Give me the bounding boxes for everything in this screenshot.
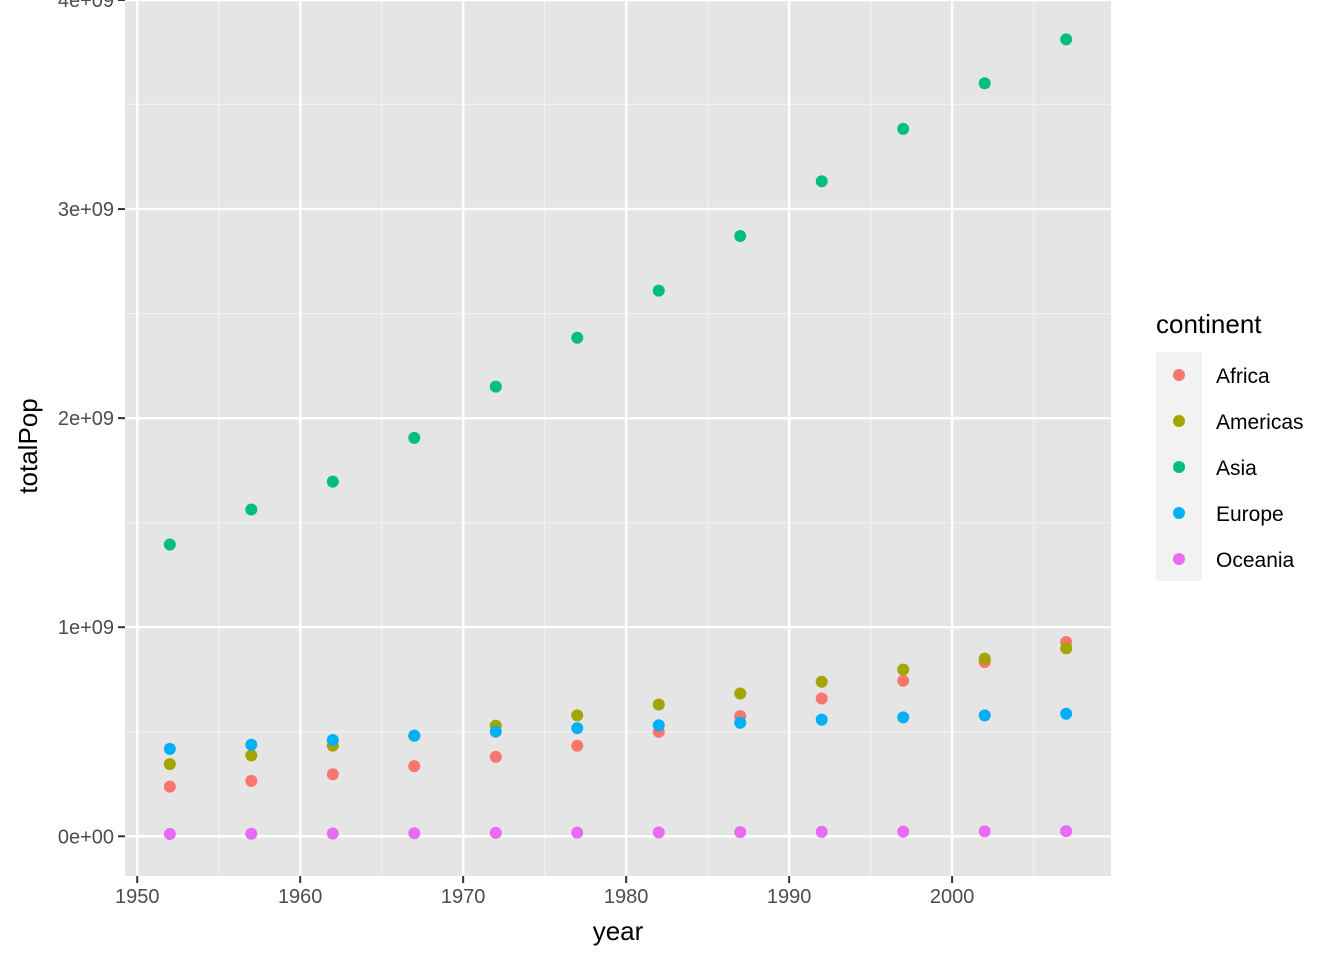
data-point <box>326 475 339 488</box>
data-point <box>652 826 665 839</box>
legend-title: continent <box>1156 309 1262 339</box>
legend-key <box>1173 415 1185 427</box>
data-point <box>734 687 747 700</box>
data-point <box>571 739 584 752</box>
legend-item-oceania: Oceania <box>1173 549 1295 572</box>
data-point <box>978 652 991 665</box>
x-tick-label: 1950 <box>115 886 160 908</box>
series-oceania <box>163 825 1073 841</box>
x-tick-label: 1990 <box>767 886 812 908</box>
y-axis-title: totalPop <box>13 398 43 493</box>
legend-item-asia: Asia <box>1173 457 1257 480</box>
data-point <box>815 175 828 188</box>
major-gridlines <box>125 0 1111 876</box>
data-point <box>1060 33 1073 46</box>
data-point <box>1060 642 1073 655</box>
data-point <box>489 725 502 738</box>
data-point <box>571 826 584 839</box>
data-point <box>245 738 258 751</box>
legend-label: Oceania <box>1216 549 1295 572</box>
data-point <box>571 331 584 344</box>
y-tick-label: 0e+00 <box>58 826 114 848</box>
legend-label: Asia <box>1216 457 1257 480</box>
data-points <box>163 33 1073 841</box>
legend-item-europe: Europe <box>1173 503 1284 526</box>
data-point <box>163 758 176 771</box>
legend-key <box>1173 369 1185 381</box>
data-point <box>978 825 991 838</box>
data-point <box>897 663 910 676</box>
data-point <box>815 825 828 838</box>
legend-label: Europe <box>1216 503 1284 526</box>
data-point <box>163 742 176 755</box>
data-point <box>489 380 502 393</box>
x-axis: 1950 1960 1970 1980 1990 2000 <box>115 876 974 908</box>
data-point <box>326 827 339 840</box>
legend-key <box>1173 507 1185 519</box>
data-point <box>897 122 910 135</box>
x-tick-label: 1980 <box>604 886 649 908</box>
data-point <box>1060 707 1073 720</box>
y-tick-label: 4e+09 <box>58 0 114 12</box>
data-point <box>652 719 665 732</box>
y-tick-label: 3e+09 <box>58 199 114 221</box>
series-asia <box>163 33 1073 551</box>
plot-panel <box>125 0 1111 876</box>
x-tick-label: 1970 <box>441 886 486 908</box>
data-point <box>245 503 258 516</box>
data-point <box>734 826 747 839</box>
data-point <box>652 698 665 711</box>
data-point <box>897 711 910 724</box>
x-tick-label: 1960 <box>278 886 323 908</box>
data-point <box>163 780 176 793</box>
data-point <box>1060 825 1073 838</box>
data-point <box>897 674 910 687</box>
data-point <box>571 722 584 735</box>
data-point <box>245 749 258 762</box>
legend: continent Africa Americas Asia Europe Oceani… <box>1156 309 1304 581</box>
y-axis: 0e+00 1e+09 2e+09 3e+09 4e+09 <box>58 0 125 848</box>
y-tick-label: 2e+09 <box>58 408 114 430</box>
data-point <box>489 826 502 839</box>
data-point <box>815 692 828 705</box>
legend-item-africa: Africa <box>1173 365 1270 388</box>
legend-label: Africa <box>1216 365 1270 388</box>
data-point <box>571 709 584 722</box>
data-point <box>408 827 421 840</box>
legend-label: Americas <box>1216 411 1304 434</box>
data-point <box>408 729 421 742</box>
data-point <box>734 716 747 729</box>
data-point <box>652 284 665 297</box>
data-point <box>163 538 176 551</box>
data-point <box>489 750 502 763</box>
legend-key <box>1173 553 1185 565</box>
y-tick-label: 1e+09 <box>58 617 114 639</box>
data-point <box>245 827 258 840</box>
data-point <box>897 825 910 838</box>
series-europe <box>163 707 1073 755</box>
x-tick-label: 2000 <box>930 886 975 908</box>
data-point <box>326 733 339 746</box>
data-point <box>408 431 421 444</box>
data-point <box>245 774 258 787</box>
data-point <box>815 713 828 726</box>
legend-key <box>1173 461 1185 473</box>
data-point <box>978 77 991 90</box>
data-point <box>408 760 421 773</box>
data-point <box>163 828 176 841</box>
minor-gridlines <box>125 0 1111 876</box>
data-point <box>734 229 747 242</box>
legend-item-americas: Americas <box>1173 411 1304 434</box>
x-axis-title: year <box>593 916 644 946</box>
data-point <box>326 768 339 781</box>
data-point <box>978 709 991 722</box>
data-point <box>815 675 828 688</box>
